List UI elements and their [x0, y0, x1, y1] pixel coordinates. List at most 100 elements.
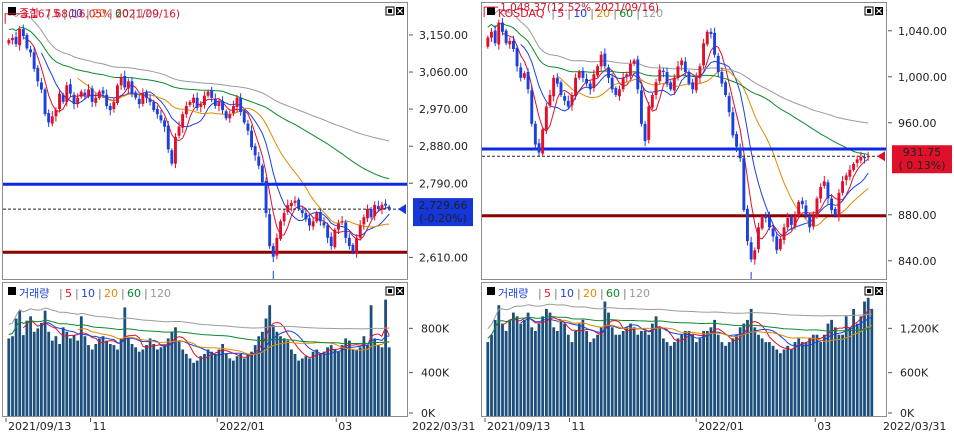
candle-body — [326, 225, 330, 238]
candle-body — [68, 84, 72, 94]
low-marker — [263, 270, 274, 284]
legend-square-icon — [8, 287, 16, 295]
candle-body — [614, 88, 618, 95]
volume-bar — [159, 347, 163, 416]
ma-line-120 — [8, 13, 390, 142]
candle-body — [782, 227, 786, 240]
volume-bar — [98, 338, 101, 416]
maximize-icon-inner — [388, 289, 392, 293]
candle-body — [515, 47, 519, 67]
volume-bar — [782, 349, 786, 416]
candle-body — [596, 66, 599, 76]
volume-bar — [148, 338, 152, 416]
volume-bar — [279, 336, 282, 416]
candle-body — [764, 215, 768, 219]
volume-bar — [83, 336, 87, 416]
candle-body — [559, 82, 563, 95]
candle-body — [537, 143, 541, 153]
volume-bar — [362, 336, 366, 416]
volume-bar — [14, 318, 18, 416]
candle-body — [757, 227, 760, 250]
candle-body — [322, 222, 326, 226]
candle-body — [43, 89, 47, 115]
volume-bar — [166, 338, 170, 416]
candle-body — [577, 72, 581, 78]
volume-bar — [647, 334, 651, 416]
c1-vol-legend-title: 거래량 — [498, 287, 528, 300]
volume-bar — [753, 327, 757, 416]
candle-body — [163, 120, 166, 127]
candle-body — [698, 66, 702, 78]
date-end-label: 2022/03/31 — [883, 420, 946, 433]
volume-bar — [213, 353, 217, 416]
candle-body — [177, 126, 181, 136]
candle-body — [555, 77, 559, 84]
candle-body — [808, 215, 812, 228]
volume-bar — [610, 327, 614, 416]
candle-body — [658, 69, 662, 82]
volume-tick-label: 0K — [900, 407, 915, 420]
volume-bar — [581, 319, 585, 416]
candle-body — [21, 29, 25, 36]
volume-tick-label: 0K — [421, 407, 436, 420]
volume-bar — [119, 338, 123, 416]
candle-body — [25, 34, 29, 49]
candle-body — [210, 90, 214, 98]
candle-body — [804, 205, 808, 216]
candle-body — [687, 72, 691, 84]
candle-body — [134, 92, 138, 98]
volume-bar — [654, 316, 658, 417]
volume-bar — [242, 358, 246, 416]
candle-body — [206, 91, 210, 96]
candle-body — [760, 215, 764, 229]
candle-body — [522, 73, 526, 78]
candle-body — [29, 49, 32, 53]
legend-sep: | — [132, 7, 136, 20]
candle-body — [235, 97, 239, 107]
volume-bar — [724, 345, 727, 416]
candle-body — [855, 159, 859, 163]
candle-body — [771, 228, 775, 237]
volume-bar — [79, 316, 83, 417]
volume-bar — [32, 331, 36, 416]
candle-body — [493, 30, 497, 44]
volume-bar — [563, 323, 566, 416]
volume-bar — [192, 362, 195, 416]
kospi-price-panel: 종합 | 5 | 10 | 20 | 60 | 120 3,167.68(16.05% 2021/09… — [2, 2, 408, 290]
volume-bar — [257, 336, 261, 416]
price-tick-label: 2,790.00 — [419, 177, 468, 190]
legend-sep: | — [63, 7, 67, 20]
volume-bar — [199, 356, 203, 416]
candle-body — [311, 221, 315, 227]
legend-sep: | — [121, 287, 125, 300]
legend-ma-10: 10 — [81, 287, 95, 300]
volume-bar — [720, 342, 724, 416]
volume-bar — [308, 358, 311, 416]
candle-body — [72, 94, 76, 104]
c0-vol-legend-title: 거래량 — [19, 287, 49, 300]
volume-bar — [300, 358, 304, 416]
candle-body — [7, 40, 11, 44]
candle-body — [848, 169, 852, 177]
legend-ma-20: 20 — [596, 7, 610, 20]
candle-body — [279, 221, 282, 239]
ma-line-20 — [77, 77, 390, 228]
candle-body — [351, 244, 355, 253]
candle-body — [246, 123, 250, 131]
candle-body — [264, 181, 268, 214]
legend-sep: | — [47, 7, 51, 20]
candle-body — [526, 72, 530, 90]
volume-bar — [250, 351, 253, 416]
volume-bar — [629, 323, 632, 416]
candle-body — [112, 101, 116, 109]
volume-bar — [351, 349, 355, 416]
volume-bar — [21, 335, 25, 416]
volume-bar — [87, 345, 90, 416]
volume-bar — [490, 334, 493, 416]
candle-body — [308, 218, 311, 226]
candle-body — [599, 54, 603, 67]
volume-bar — [530, 327, 534, 416]
close-icon-x2 — [876, 288, 882, 294]
